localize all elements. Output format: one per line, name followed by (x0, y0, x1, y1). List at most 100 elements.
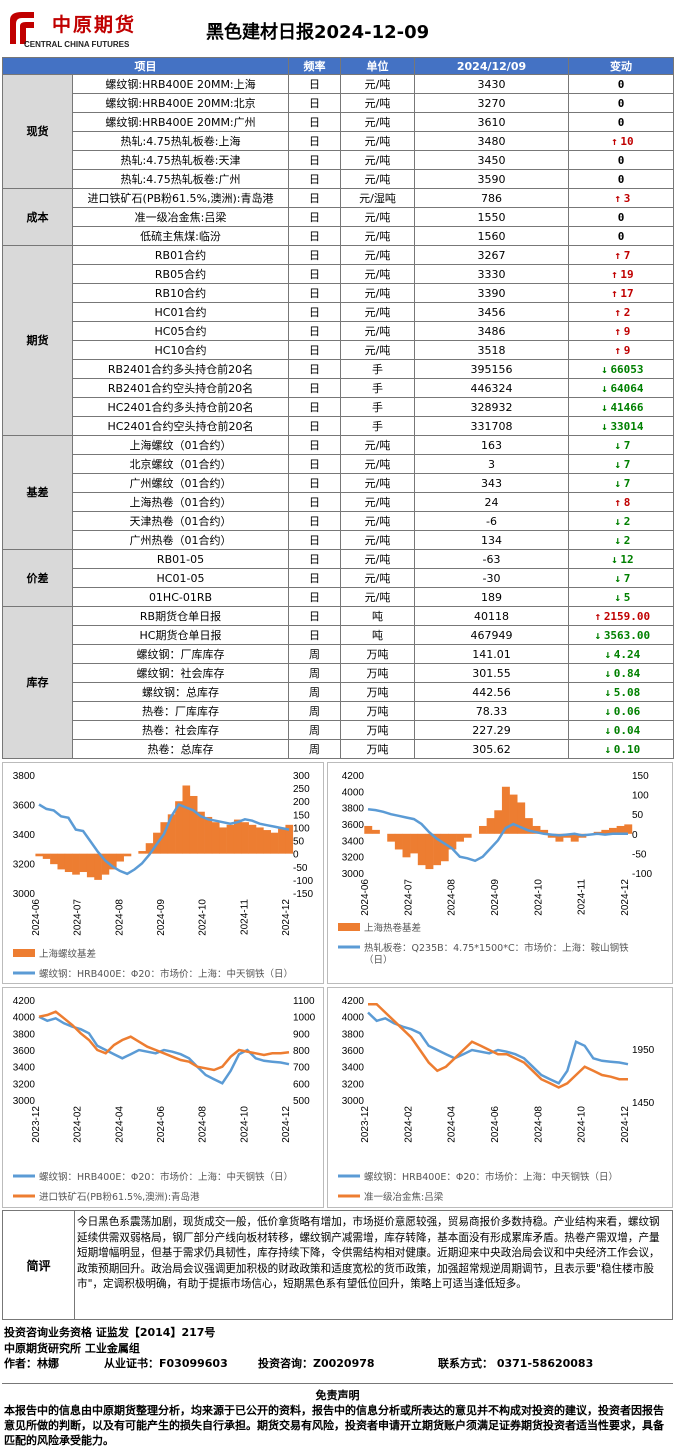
institute-line: 中原期货研究所 工业金属组 (4, 1342, 140, 1355)
item-cell: RB期货仓单日报 (72, 606, 289, 626)
right-tick-label: 300 (293, 771, 310, 782)
item-cell: 螺纹钢：厂库库存 (72, 644, 289, 664)
basis-bar (226, 824, 235, 854)
table-row: 库存 RB期货仓单日报日吨 40118 ↑ 2159.00 (2, 606, 674, 759)
col-header-unit: 单位 (340, 57, 415, 75)
change-cell: ↓ 64064 (568, 378, 674, 398)
basis-bar (570, 833, 579, 842)
basis-bar (540, 829, 549, 834)
x-tick-label: 2024-08 (114, 899, 125, 936)
right-tick-label: -150 (293, 889, 313, 900)
data-table: 项目 频率 单位 2024/12/09 变动 现货 螺纹钢:HRB400E 20M… (2, 57, 674, 759)
item-cell: 螺纹钢：社会库存 (72, 663, 289, 683)
legend-label: 螺纹钢：HRB400E：Φ20：市场价：上海：中天钢铁（日） (39, 1171, 293, 1183)
freq-cell: 周 (288, 663, 341, 683)
value-cell: 442.56 (414, 682, 569, 702)
table-row: HC10合约日元/吨 3518 ↑ 9 (3, 340, 674, 360)
freq-cell: 日 (288, 74, 341, 94)
value-cell: 467949 (414, 625, 569, 645)
basis-bar (494, 810, 503, 834)
change-value: 8 (623, 495, 631, 509)
table-row: HC2401合约多头持仓前20名日手 328932 ↓ 41466 (3, 397, 674, 417)
author-consult: 投资咨询：Z0020978 (258, 1357, 375, 1370)
basis-bar (263, 830, 272, 854)
arrow-down-icon: ↓ (614, 457, 621, 471)
item-cell: 广州螺纹（01合约） (72, 473, 289, 493)
table-row: 天津热卷（01合约）日元/吨 -6 ↓ 2 (3, 511, 674, 531)
change-value: 0 (617, 153, 625, 167)
category-cell: 期货 (2, 245, 73, 436)
item-cell: 螺纹钢:HRB400E 20MM:广州 (72, 112, 289, 132)
x-tick-label: 2024-04 (114, 1106, 125, 1143)
table-row: HC期货仓单日报日吨 467949 ↓ 3563.00 (3, 625, 674, 645)
arrow-up-icon: ↑ (594, 609, 602, 623)
left-tick-label: 3000 (13, 1096, 36, 1107)
x-tick-label: 2024-11 (577, 879, 588, 915)
basis-bar (145, 843, 154, 854)
value-cell: 328932 (414, 397, 569, 417)
value-cell: 786 (414, 188, 569, 208)
item-cell: 广州热卷（01合约） (72, 530, 289, 550)
legend-swatch (338, 923, 360, 931)
item-cell: 进口铁矿石(PB粉61.5%,澳洲):青岛港 (72, 188, 289, 208)
author-name: 作者：林娜 (4, 1357, 59, 1370)
author-cert: 从业证书：F03099603 (104, 1357, 228, 1370)
value-cell: -63 (414, 549, 569, 569)
item-cell: 低硫主焦煤:临汾 (72, 226, 289, 246)
item-cell: 01HC-01RB (72, 587, 289, 607)
left-tick-label: 4200 (342, 996, 365, 1007)
right-tick-label: 150 (632, 771, 649, 782)
unit-cell: 元/吨 (340, 150, 415, 170)
unit-cell: 元/吨 (340, 340, 415, 360)
unit-cell: 元/吨 (340, 226, 415, 246)
change-value: 64064 (610, 381, 644, 395)
change-value: 33014 (610, 419, 644, 433)
arrow-down-icon: ↓ (614, 514, 621, 528)
left-tick-label: 3600 (13, 1046, 36, 1057)
x-tick-label: 2024-02 (73, 1106, 84, 1143)
change-cell: ↑ 17 (568, 283, 674, 303)
left-tick-label: 3000 (13, 889, 36, 900)
change-value: 10 (620, 134, 634, 148)
change-cell: 0 (568, 207, 674, 227)
item-cell: 热轧:4.75热轧板卷:上海 (72, 131, 289, 151)
left-tick-label: 3200 (342, 853, 365, 864)
col-header-change: 变动 (568, 57, 674, 75)
arrow-up-icon: ↑ (614, 248, 621, 262)
freq-cell: 日 (288, 226, 341, 246)
right-tick-label: 0 (293, 850, 299, 861)
freq-cell: 日 (288, 625, 341, 645)
table-body: 现货 螺纹钢:HRB400E 20MM:上海日元/吨 3430 0 螺纹钢:HRB400… (2, 74, 674, 759)
series-line (38, 1010, 290, 1072)
table-row: 准一级冶金焦:吕梁日元/吨 1550 0 (3, 207, 674, 227)
unit-cell: 手 (340, 378, 415, 398)
x-tick-label: 2024-12 (281, 899, 292, 936)
basis-bar (138, 851, 147, 854)
change-value: 7 (623, 438, 631, 452)
basis-bar (417, 833, 426, 866)
legend-label: 准一级冶金焦:吕梁 (364, 1191, 444, 1203)
table-row: 热卷：厂库库存周万吨 78.33 ↓ 0.06 (3, 701, 674, 721)
change-value: 0 (617, 210, 625, 224)
value-cell: 134 (414, 530, 569, 550)
right-tick-label: 800 (293, 1046, 310, 1057)
basis-bar (601, 829, 610, 834)
change-value: 66053 (610, 362, 644, 376)
right-tick-label: 1000 (293, 1013, 316, 1024)
change-value: 0.10 (613, 742, 641, 756)
unit-cell: 手 (340, 359, 415, 379)
unit-cell: 元/吨 (340, 302, 415, 322)
change-cell: ↑ 2 (568, 302, 674, 322)
right-tick-label: 600 (293, 1079, 310, 1090)
left-tick-label: 3800 (13, 771, 36, 782)
left-tick-label: 3200 (13, 860, 36, 871)
unit-cell: 元/吨 (340, 131, 415, 151)
arrow-down-icon: ↓ (601, 362, 608, 376)
unit-cell: 元/吨 (340, 321, 415, 341)
basis-bar (478, 825, 487, 834)
item-cell: 上海螺纹（01合约） (72, 435, 289, 455)
basis-bar (241, 822, 249, 854)
basis-bar (248, 824, 257, 854)
freq-cell: 日 (288, 245, 341, 265)
arrow-down-icon: ↓ (601, 400, 608, 414)
